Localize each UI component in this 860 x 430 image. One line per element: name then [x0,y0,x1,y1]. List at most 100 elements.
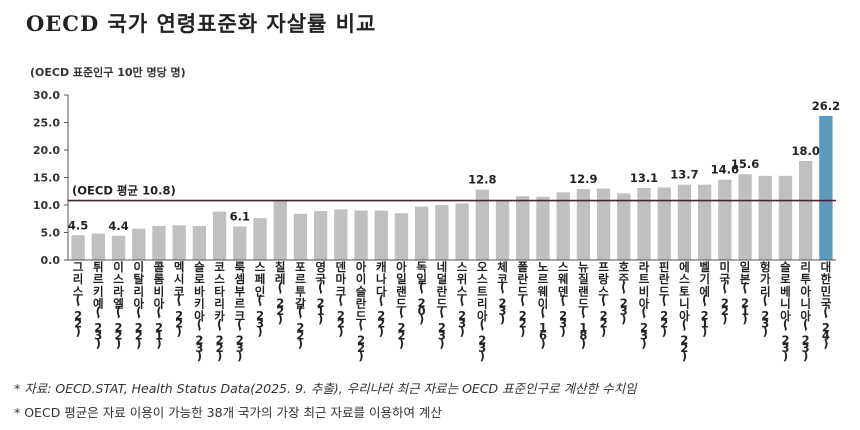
x-tick-label: 미 국(' 2 2) [720,260,731,326]
x-tick-label: 에 스 토 니 아(' 2 2) [679,260,690,363]
bar [91,233,105,260]
data-label: 4.4 [108,219,128,233]
bar [71,235,85,260]
x-tick-label: 뉴 질 랜 드(' 1 8) [578,260,589,351]
x-tick-label: 라 트 비 아(' 2 3) [639,260,650,351]
bar [819,115,833,261]
x-tick-label: 프 랑 스(' 2 2) [598,260,609,338]
bar [455,203,469,260]
bar [495,200,510,260]
bar [293,213,308,260]
data-label: 4.5 [68,218,88,232]
x-tick-label: 포 르 투 갈(' 2 2) [295,260,306,351]
data-label: 6.1 [230,209,250,223]
y-tick-label: 0.0 [41,254,61,267]
data-label: 13.7 [670,168,698,182]
x-tick-label: 대 한 민 국(' 2 4) [821,260,832,351]
y-unit-label: (OECD 표준인구 10만 명당 명) [30,66,186,79]
x-tick-label: 스 웨 덴(' 2 3) [558,260,569,338]
bar [132,228,146,260]
x-tick-label: 슬 로 바 키 아(' 2 3) [194,260,205,363]
y-tick-label: 30.0 [33,89,60,102]
bar-chart: 0.0 5.0 10.0 15.0 20.0 25.0 30.0 4.5 그 리 스(' 2 2) 튀 르 키… [33,89,840,363]
bar [394,213,409,260]
x-tick-label: 코 스 타 리 카(' 2 2) [214,260,225,363]
x-tick-label: 체 코(' 2 3) [497,260,508,326]
bar [697,184,712,260]
data-label: 15.6 [731,157,759,171]
bar [617,193,631,260]
bar [637,187,651,260]
bar [354,210,368,260]
x-tick-label: 칠 레(' 2 2) [275,260,286,326]
x-tick-label: 헝 가 리(' 2 3) [760,260,771,338]
y-tick-label: 20.0 [33,144,60,157]
x-tick-label: 핀 란 드(' 2 2) [659,260,670,338]
bar [576,189,591,260]
bar [374,210,388,260]
y-tick-label: 5.0 [41,227,61,240]
bar [233,226,247,260]
bar [111,235,126,260]
x-tick-label: 폴 란 드(' 2 2) [517,260,528,338]
x-tick-label: 이 탈 리 아(' 2 2) [133,260,144,351]
bar [212,211,227,260]
data-label: 13.1 [630,171,658,185]
bar [758,175,772,260]
x-tick-label: 독 일(' 2 0) [416,260,427,326]
bar [657,187,671,260]
bar [536,196,550,260]
bar [334,209,348,260]
x-tick-label: 슬 로 베 니 아(' 2 3) [780,260,791,363]
y-tick-label: 10.0 [33,199,60,212]
bar [192,225,207,260]
bar [677,184,692,260]
x-tick-label: 영 국(' 2 1) [315,260,326,326]
x-tick-label: 일 본(' 2 1) [740,260,751,326]
page-title: OECD 국가 연령표준화 자살률 비교 [26,11,377,36]
bar [516,196,530,260]
x-tick-label: 노 르 웨 이(' 1 6) [538,260,549,351]
average-note: * OECD 평균은 자료 이용이 가능한 38개 국가의 가장 최근 자료를 … [14,405,442,420]
x-tick-label: 튀 르 키 예(' 2 3) [93,260,104,351]
x-tick-label: 리 투 아 니 아(' 2 3) [800,260,811,363]
x-tick-label: 벨 기 에(' 2 1) [699,260,710,338]
bar [152,225,166,260]
y-tick-label: 15.0 [33,172,60,185]
x-tick-label: 룩 셈 부 르 크(' 2 3) [234,260,245,363]
x-tick-label: 콜 롬 비 아(' 2 1) [154,260,165,351]
x-tick-label: 덴 마 크(' 2 2) [336,260,347,338]
data-label: 18.0 [791,144,819,158]
x-tick-label: 오 스 트 리 아(' 2 3) [477,260,488,363]
x-tick-label: 스 페 인(' 2 3) [255,260,266,338]
bar [596,188,611,260]
x-tick-label: 이 스 라 엘(' 2 2) [113,260,124,351]
bar [415,206,429,260]
x-tick-label: 스 위 스(' 2 3) [457,260,468,338]
bar [313,211,328,260]
x-tick-label: 네 덜 란 드(' 2 3) [437,260,448,351]
bar [778,175,793,260]
data-label: 26.2 [812,99,840,113]
bar [253,218,267,260]
average-label: (OECD 평균 10.8) [72,184,176,198]
y-tick-label: 25.0 [33,117,60,130]
bar [273,200,287,260]
bar [475,189,489,260]
x-tick-label: 멕 시 코(' 2 2) [174,260,185,338]
bar [799,161,813,260]
x-tick-label: 그 리 스(' 2 2) [73,260,84,338]
data-label: 14.6 [711,163,739,177]
source-note: * 자료: OECD.STAT, Health Status Data(2025… [14,381,637,396]
x-tick-label: 호 주(' 2 3) [618,260,629,326]
data-label: 12.8 [468,173,496,187]
x-tick-label: 아 일 랜 드(' 2 2) [396,260,407,351]
bar [738,174,752,260]
bar [435,205,449,260]
x-tick-label: 캐 나 다(' 2 2) [376,260,387,338]
bar [172,225,186,260]
x-tick-label: 아 이 슬 란 드(' 2 2) [356,260,367,363]
data-label: 12.9 [569,172,597,186]
bar [718,179,732,260]
bar [556,192,570,260]
